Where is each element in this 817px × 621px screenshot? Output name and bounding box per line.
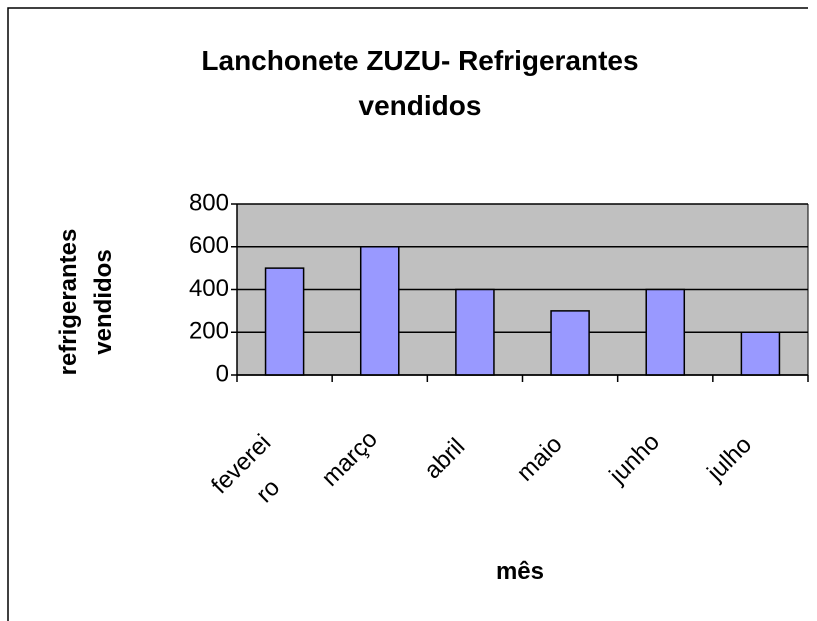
bar	[264, 267, 305, 376]
x-axis-title: mês	[495, 558, 545, 585]
bar	[359, 246, 400, 376]
chart-border	[7, 7, 808, 621]
chart-title: Lanchonete ZUZU- Refrigerantes vendidos	[201, 45, 639, 121]
y-tick-label: 400	[189, 275, 229, 302]
y-tick-label: 800	[189, 189, 229, 216]
y-tick-label: 200	[189, 318, 229, 345]
bar	[645, 288, 686, 376]
bar	[740, 331, 781, 376]
bar	[550, 310, 590, 376]
y-tick-label: 0	[216, 360, 229, 387]
y-axis-title: refrigerantes vendidos	[55, 228, 117, 376]
y-tick-label: 600	[189, 232, 229, 259]
bar	[455, 288, 495, 376]
